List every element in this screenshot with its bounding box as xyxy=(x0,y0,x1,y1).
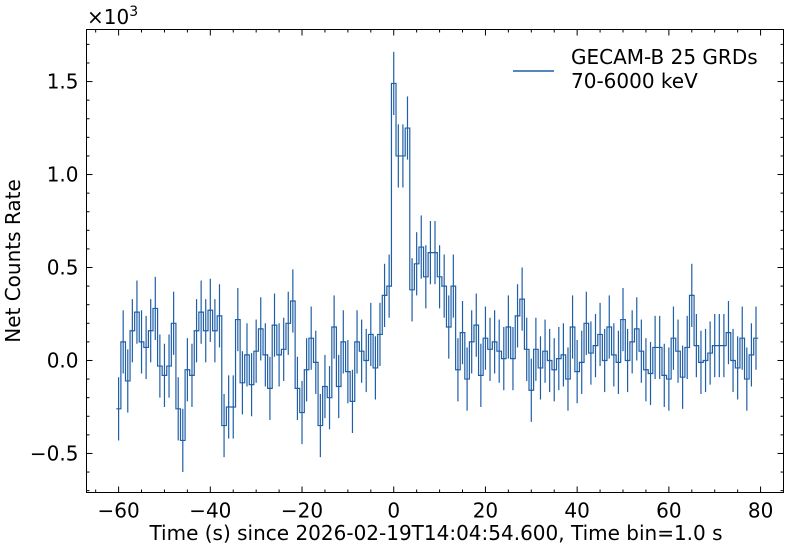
x-tick-label: −20 xyxy=(281,499,323,523)
y-scale-multiplier: ×103 xyxy=(87,4,138,29)
y-tick-label: 1.5 xyxy=(47,70,79,94)
x-tick-label: 0 xyxy=(387,499,400,523)
y-tick-label: 0.0 xyxy=(47,348,79,372)
y-axis-label: Net Counts Rate xyxy=(1,179,25,343)
x-tick-label: 40 xyxy=(564,499,589,523)
x-axis-ticks: −60 −40 −20 0 20 40 60 80 xyxy=(95,29,784,523)
series-layer xyxy=(116,51,759,473)
legend-entry-energy-band: 70-6000 keV xyxy=(571,69,698,93)
x-tick-label: −60 xyxy=(97,499,139,523)
x-tick-label: 80 xyxy=(748,499,773,523)
legend: GECAM-B 25 GRDs 70-6000 keV xyxy=(513,45,758,93)
y-tick-label: 1.0 xyxy=(47,163,79,187)
x-tick-label: −40 xyxy=(189,499,231,523)
x-tick-label: 20 xyxy=(473,499,498,523)
y-tick-label: 0.5 xyxy=(47,256,79,280)
series-0-step-line xyxy=(116,82,759,442)
x-tick-label: 60 xyxy=(656,499,681,523)
x-axis-label: Time (s) since 2026-02-19T14:04:54.600, … xyxy=(148,521,722,545)
y-tick-label: −0.5 xyxy=(30,441,79,465)
legend-entry-instrument: GECAM-B 25 GRDs xyxy=(571,45,758,69)
y-axis-ticks: −0.5 0.0 0.5 1.0 1.5 xyxy=(30,43,784,492)
plot-frame xyxy=(86,29,784,493)
